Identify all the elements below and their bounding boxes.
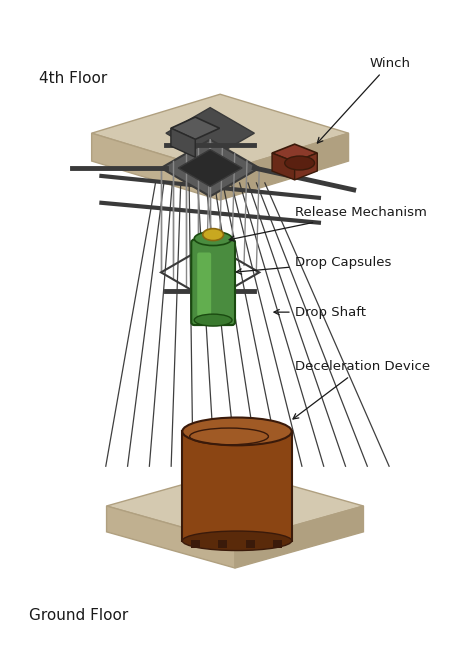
Bar <box>273 540 282 548</box>
Polygon shape <box>178 149 242 186</box>
FancyBboxPatch shape <box>191 240 235 325</box>
Polygon shape <box>272 153 295 180</box>
Text: Release Mechanism: Release Mechanism <box>229 206 427 241</box>
Polygon shape <box>171 128 195 157</box>
Ellipse shape <box>285 156 315 170</box>
Ellipse shape <box>194 314 232 326</box>
Text: Deceleration Device: Deceleration Device <box>293 360 430 419</box>
Polygon shape <box>272 144 317 162</box>
Bar <box>182 431 292 541</box>
Ellipse shape <box>182 531 292 550</box>
Ellipse shape <box>194 232 232 245</box>
Polygon shape <box>171 117 219 139</box>
Bar <box>246 540 255 548</box>
Bar <box>191 540 200 548</box>
Text: Drop Capsules: Drop Capsules <box>236 256 391 274</box>
Text: Winch: Winch <box>318 57 410 143</box>
Polygon shape <box>91 94 348 172</box>
Polygon shape <box>220 133 348 200</box>
Polygon shape <box>166 108 255 159</box>
FancyBboxPatch shape <box>197 253 211 316</box>
Ellipse shape <box>203 228 224 241</box>
Polygon shape <box>235 506 364 568</box>
Polygon shape <box>107 470 364 542</box>
Ellipse shape <box>182 417 292 446</box>
Bar <box>219 540 228 548</box>
Polygon shape <box>295 153 317 180</box>
Text: Drop Shaft: Drop Shaft <box>274 306 365 319</box>
Polygon shape <box>91 133 220 200</box>
Text: Ground Floor: Ground Floor <box>29 608 128 623</box>
Polygon shape <box>107 506 235 568</box>
Polygon shape <box>161 140 259 196</box>
Text: 4th Floor: 4th Floor <box>39 71 108 86</box>
